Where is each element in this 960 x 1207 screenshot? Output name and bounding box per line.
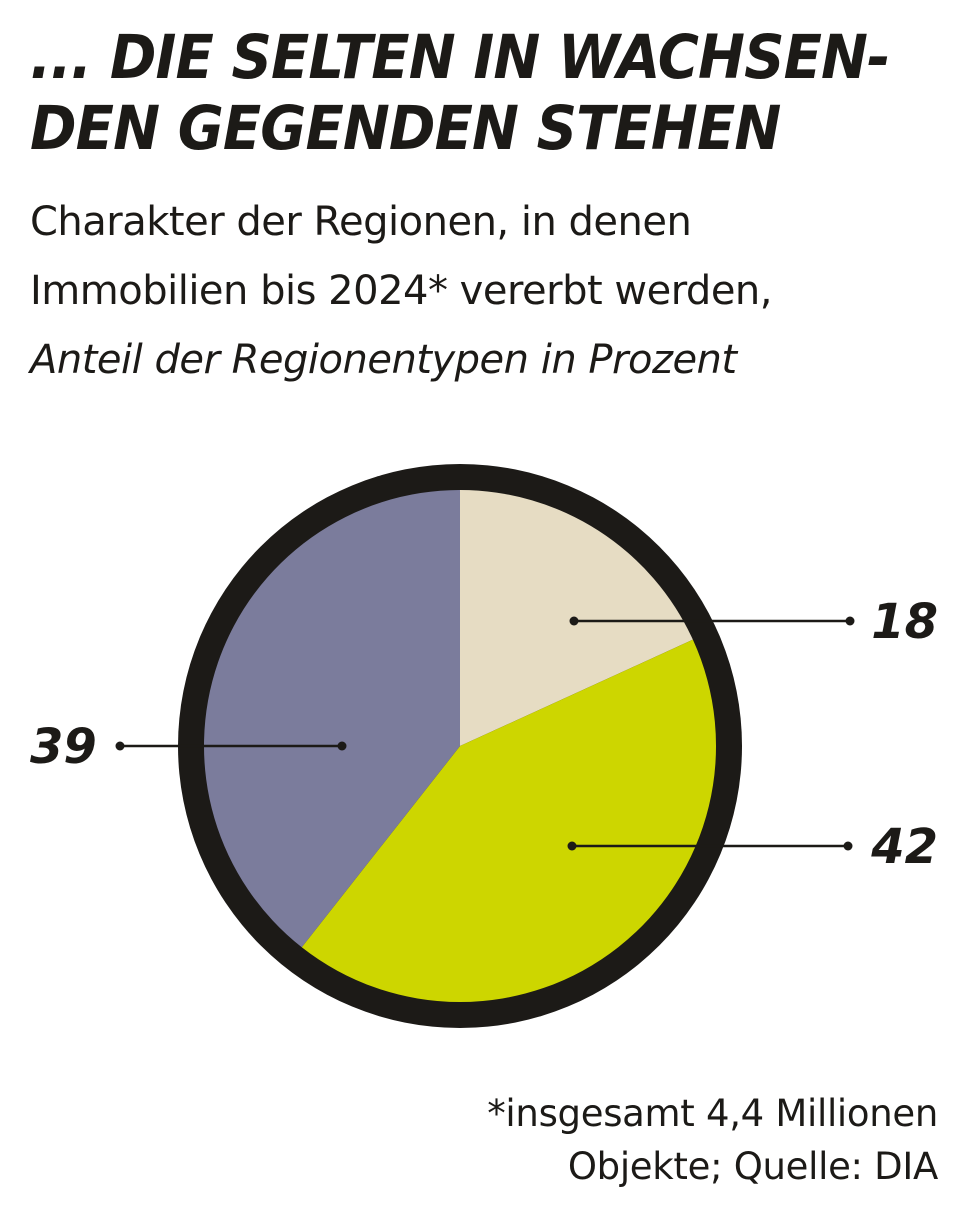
- value-label-39: 39: [30, 719, 97, 775]
- chart-title: ... DIE SELTEN IN WACHSEN- DEN GEGENDEN …: [30, 22, 890, 164]
- pie-leader-lines: [115, 616, 855, 851]
- leader-dot-18-outer: [845, 616, 855, 626]
- pie-slice-39: [203, 490, 461, 948]
- value-label-42: 42: [870, 819, 938, 875]
- pie-slice-42: [301, 639, 717, 1003]
- chart-title-line-1: ... DIE SELTEN IN WACHSEN-: [30, 22, 890, 93]
- value-label-18: 18: [871, 594, 938, 650]
- footnote: *insgesamt 4,4 Millionen Objekte; Quelle…: [487, 1087, 938, 1193]
- chart-subtitle-line-1: Charakter der Regionen, in denen: [30, 199, 692, 245]
- leader-dot-39-inner: [337, 741, 347, 751]
- footnote-line-2: Objekte; Quelle: DIA: [567, 1145, 938, 1188]
- pie-value-labels: 18 42 39: [30, 594, 938, 875]
- leader-dot-42-inner: [567, 841, 577, 851]
- chart-subtitle-unit: Anteil der Regionentypen in Prozent: [30, 337, 737, 383]
- pie-chart: 18 42 39: [30, 464, 938, 1028]
- leader-dot-42-outer: [843, 841, 853, 851]
- leader-dot-18-inner: [569, 616, 579, 626]
- chart-subtitle-line-2: Immobilien bis 2024* vererbt werden,: [30, 268, 773, 314]
- chart-subtitle: Charakter der Regionen, in denen Immobil…: [30, 188, 940, 395]
- leader-dot-39-outer: [115, 741, 125, 751]
- pie-slices: [203, 490, 717, 1003]
- footnote-line-1: *insgesamt 4,4 Millionen: [487, 1092, 938, 1135]
- chart-title-line-2: DEN GEGENDEN STEHEN: [30, 93, 781, 164]
